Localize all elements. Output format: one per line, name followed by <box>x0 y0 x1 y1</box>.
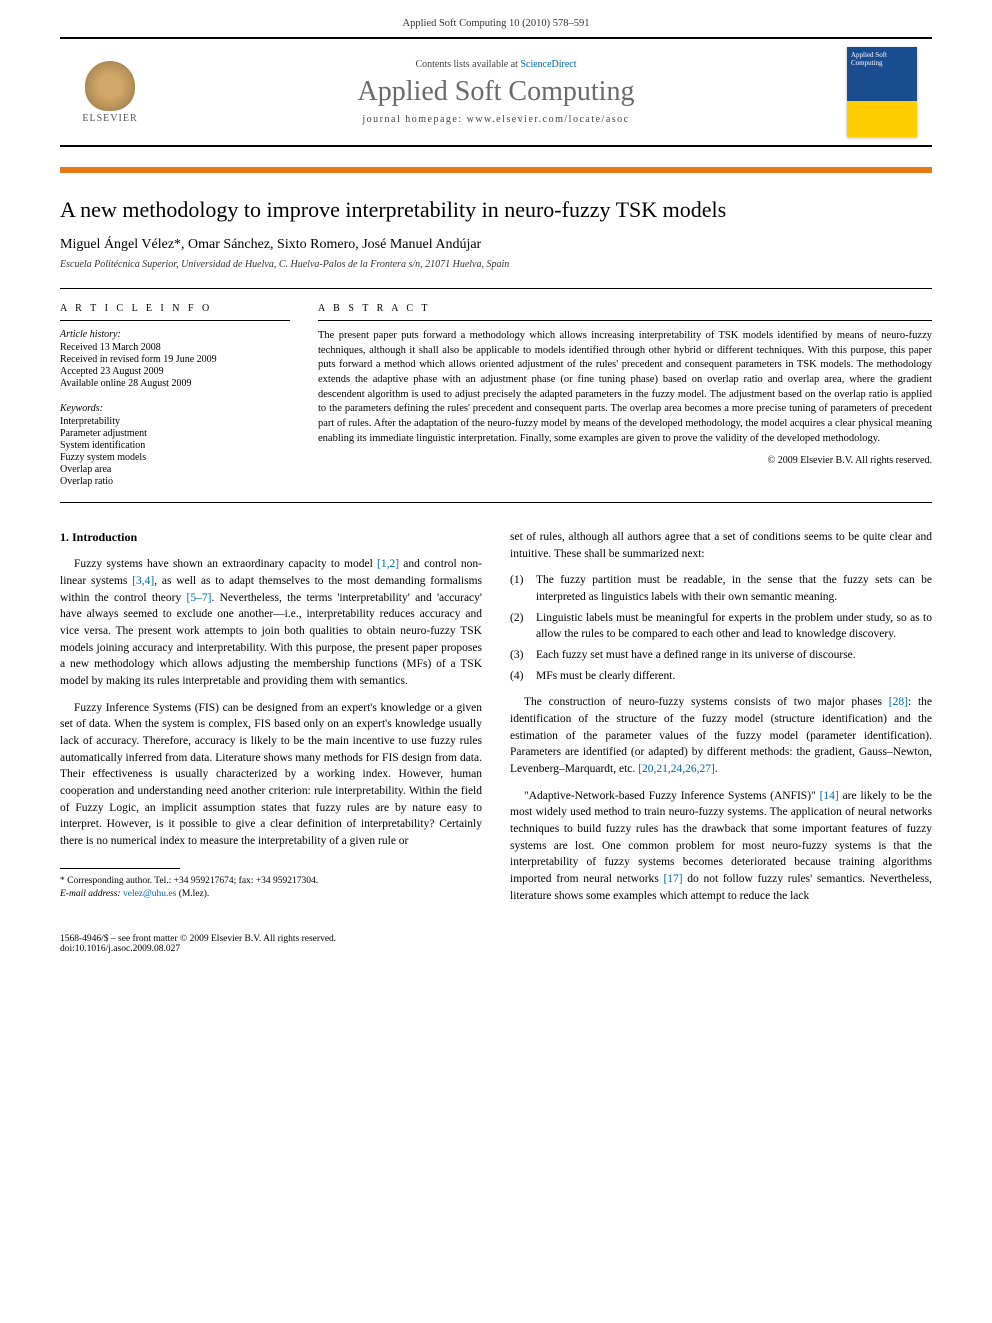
article-title: A new methodology to improve interpretab… <box>60 197 932 223</box>
footnote-separator <box>60 868 180 869</box>
text-run: Fuzzy systems have shown an extraordinar… <box>74 558 377 570</box>
footer-row: 1568-4946/$ – see front matter © 2009 El… <box>60 934 932 954</box>
paragraph: Fuzzy Inference Systems (FIS) can be des… <box>60 700 482 850</box>
journal-banner: ELSEVIER Contents lists available at Sci… <box>60 37 932 147</box>
citation-link[interactable]: [14] <box>820 790 839 802</box>
email-label: E-mail address: <box>60 889 123 899</box>
section-1-heading: 1. Introduction <box>60 529 482 546</box>
body-columns: 1. Introduction Fuzzy systems have shown… <box>60 529 932 914</box>
email-footnote: E-mail address: velez@uhu.es (M.lez). <box>60 888 482 901</box>
right-column: set of rules, although all authors agree… <box>510 529 932 914</box>
authors-line: Miguel Ángel Vélez*, Omar Sánchez, Sixto… <box>60 237 932 253</box>
paragraph: The construction of neuro-fuzzy systems … <box>510 694 932 777</box>
keyword: Interpretability <box>60 416 290 427</box>
citation-link[interactable]: [20,21,24,26,27] <box>638 763 715 775</box>
history-label: Article history: <box>60 329 290 340</box>
citation-link[interactable]: [1,2] <box>377 558 399 570</box>
list-num: (4) <box>510 668 536 685</box>
citation-link[interactable]: [28] <box>889 696 908 708</box>
affiliation-line: Escuela Politécnica Superior, Universida… <box>60 259 932 270</box>
paragraph: Fuzzy systems have shown an extraordinar… <box>60 556 482 689</box>
abstract-text: The present paper puts forward a methodo… <box>318 329 932 447</box>
text-run: . Nevertheless, the terms 'interpretabil… <box>60 592 482 687</box>
sciencedirect-link[interactable]: ScienceDirect <box>520 59 576 70</box>
contents-list-line: Contents lists available at ScienceDirec… <box>415 59 576 70</box>
orange-divider-bar <box>60 167 932 173</box>
front-matter-line: 1568-4946/$ – see front matter © 2009 El… <box>60 934 482 944</box>
list-num: (2) <box>510 610 536 643</box>
list-item: (2)Linguistic labels must be meaningful … <box>510 610 932 643</box>
paragraph: set of rules, although all authors agree… <box>510 529 932 562</box>
list-item: (3)Each fuzzy set must have a defined ra… <box>510 647 932 664</box>
list-text: The fuzzy partition must be readable, in… <box>536 572 932 605</box>
revised-date: Received in revised form 19 June 2009 <box>60 354 290 365</box>
doi-line: doi:10.1016/j.asoc.2009.08.027 <box>60 944 482 954</box>
contents-prefix: Contents lists available at <box>415 59 520 70</box>
journal-homepage-line: journal homepage: www.elsevier.com/locat… <box>362 114 629 125</box>
keyword: Overlap area <box>60 464 290 475</box>
publisher-logo-area: ELSEVIER <box>60 39 160 145</box>
list-num: (3) <box>510 647 536 664</box>
list-text: Linguistic labels must be meaningful for… <box>536 610 932 643</box>
conditions-list: (1)The fuzzy partition must be readable,… <box>510 572 932 684</box>
homepage-url: www.elsevier.com/locate/asoc <box>467 114 630 125</box>
page-header: Applied Soft Computing 10 (2010) 578–591 <box>0 0 992 37</box>
paragraph: "Adaptive-Network-based Fuzzy Inference … <box>510 788 932 905</box>
keyword: Overlap ratio <box>60 476 290 487</box>
citation-link[interactable]: [17] <box>663 873 682 885</box>
text-run: The construction of neuro-fuzzy systems … <box>524 696 889 708</box>
abstract-column: A B S T R A C T The present paper puts f… <box>318 303 932 488</box>
accepted-date: Accepted 23 August 2009 <box>60 366 290 377</box>
text-run: "Adaptive-Network-based Fuzzy Inference … <box>524 790 820 802</box>
left-column: 1. Introduction Fuzzy systems have shown… <box>60 529 482 914</box>
homepage-prefix: journal homepage: <box>362 114 466 125</box>
journal-cover-icon: Applied Soft Computing <box>847 47 917 137</box>
citation-link[interactable]: [3,4] <box>132 575 154 587</box>
text-run: are likely to be the most widely used me… <box>510 790 932 885</box>
journal-cover-area: Applied Soft Computing <box>832 39 932 145</box>
list-num: (1) <box>510 572 536 605</box>
elsevier-label: ELSEVIER <box>82 113 137 124</box>
abstract-copyright: © 2009 Elsevier B.V. All rights reserved… <box>318 455 932 466</box>
cover-text: Applied Soft Computing <box>851 51 887 67</box>
online-date: Available online 28 August 2009 <box>60 378 290 389</box>
email-suffix: (M.lez). <box>176 889 209 899</box>
citation-link[interactable]: [5–7] <box>187 592 212 604</box>
text-run: . <box>715 763 718 775</box>
keyword: Parameter adjustment <box>60 428 290 439</box>
corresponding-author-footnote: * Corresponding author. Tel.: +34 959217… <box>60 875 482 888</box>
email-link[interactable]: velez@uhu.es <box>123 889 176 899</box>
list-item: (1)The fuzzy partition must be readable,… <box>510 572 932 605</box>
list-item: (4)MFs must be clearly different. <box>510 668 932 685</box>
footer-right <box>510 934 932 954</box>
received-date: Received 13 March 2008 <box>60 342 290 353</box>
footer-left: 1568-4946/$ – see front matter © 2009 El… <box>60 934 482 954</box>
elsevier-tree-icon <box>85 61 135 111</box>
keywords-label: Keywords: <box>60 403 290 414</box>
keyword: System identification <box>60 440 290 451</box>
list-text: Each fuzzy set must have a defined range… <box>536 647 932 664</box>
article-info-column: A R T I C L E I N F O Article history: R… <box>60 303 290 488</box>
abstract-heading: A B S T R A C T <box>318 303 932 321</box>
list-text: MFs must be clearly different. <box>536 668 932 685</box>
article-info-heading: A R T I C L E I N F O <box>60 303 290 321</box>
info-abstract-block: A R T I C L E I N F O Article history: R… <box>60 288 932 503</box>
journal-name: Applied Soft Computing <box>358 76 635 108</box>
keyword: Fuzzy system models <box>60 452 290 463</box>
